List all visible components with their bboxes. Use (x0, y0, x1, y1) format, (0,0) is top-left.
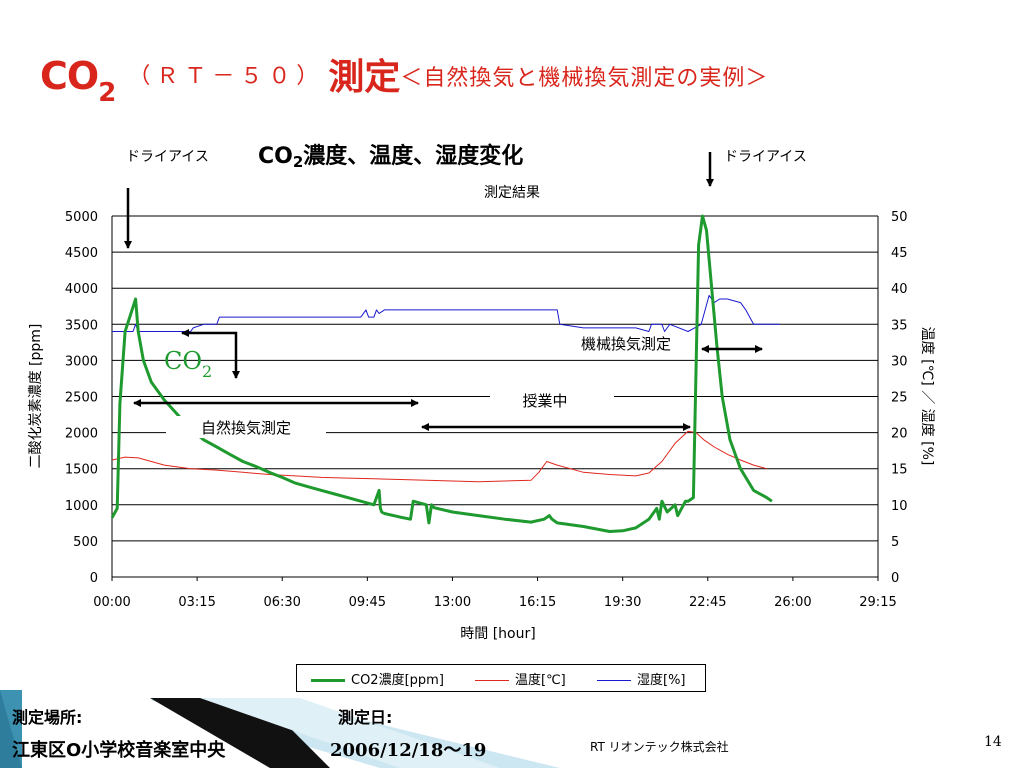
location-value: 江東区O小学校音楽室中央 (12, 740, 226, 761)
chart-title: 測定結果 (484, 185, 540, 201)
y2-tick-label: 35 (891, 318, 908, 333)
in-class-label-bg (490, 390, 614, 412)
x-tick-label: 13:00 (434, 595, 471, 610)
x-tick-label: 03:15 (178, 595, 215, 610)
y-tick-label: 2500 (65, 391, 98, 406)
chart-heading-rest: 濃度、温度、湿度変化 (303, 144, 524, 169)
y-tick-label: 1500 (65, 463, 98, 478)
company-name: RT リオンテック株式会社 (590, 740, 729, 754)
y-tick-label: 3500 (65, 318, 98, 333)
y-tick-label: 0 (90, 571, 98, 586)
series-line-temperature (111, 430, 767, 483)
location-label: 測定場所: (12, 708, 83, 727)
legend-item-humidity: 湿度[%] (597, 669, 686, 688)
co2-callout-label: CO2 (164, 347, 212, 381)
x-tick-label: 19:30 (604, 595, 641, 610)
in-class-label: 授業中 (522, 392, 567, 410)
chart-heading: CO2濃度、温度、湿度変化 (258, 138, 523, 171)
legend-item-co2: CO2濃度[ppm] (311, 669, 444, 688)
y2-tick-label: 20 (891, 427, 908, 442)
chart-series (110, 214, 780, 533)
y2-tick-label: 45 (891, 246, 908, 261)
x-tick-label: 00:00 (93, 595, 130, 610)
page-number: 14 (984, 734, 1002, 750)
chart-heading-co: CO (258, 144, 293, 169)
title-model: （ＲＴ－５０） (128, 64, 325, 89)
x-tick-label: 06:30 (263, 595, 300, 610)
natural-ventilation-label-bg (166, 416, 326, 438)
x-tick-label: 09:45 (349, 595, 386, 610)
y2-tick-label: 40 (891, 282, 908, 297)
x-tick-label: 29:15 (859, 595, 896, 610)
title-co: CO (40, 54, 99, 98)
date-label: 測定日: (338, 708, 393, 727)
y-tick-label: 500 (73, 535, 98, 550)
title-measure: 測定 (328, 57, 401, 98)
y2-tick-label: 30 (891, 354, 908, 369)
legend-swatch-humidity (597, 680, 631, 681)
natural-ventilation-label: 自然換気測定 (201, 419, 291, 437)
legend-label-humidity: 湿度[%] (637, 673, 686, 688)
legend-label-temp: 温度[℃] (515, 673, 566, 688)
legend-label-co2: CO2濃度[ppm] (351, 673, 444, 688)
x-tick-label: 26:00 (774, 595, 811, 610)
y-tick-label: 2000 (65, 427, 98, 442)
slide-title: CO2 （ＲＴ－５０） 測定＜自然換気と機械換気測定の実例＞ (40, 48, 768, 108)
y-tick-label: 4000 (65, 282, 98, 297)
co2-callout-arrow (186, 331, 240, 379)
dry-ice-label-left: ドライアイス (126, 149, 209, 165)
legend-swatch-co2 (311, 679, 345, 682)
y-tick-label: 5000 (65, 210, 98, 225)
x-axis-label: 時間 [hour] (460, 626, 535, 642)
y2-tick-label: 15 (891, 463, 908, 478)
y2-tick-label: 50 (891, 210, 908, 225)
legend-item-temp: 温度[℃] (475, 669, 566, 688)
y2-tick-label: 5 (891, 535, 899, 550)
date-value: 2006/12/18〜19 (330, 740, 487, 761)
y2-tick-label: 10 (891, 499, 908, 514)
x-tick-label: 16:15 (519, 595, 556, 610)
y-tick-label: 3000 (65, 354, 98, 369)
x-tick-label: 22:45 (689, 595, 726, 610)
y2-tick-label: 0 (891, 571, 899, 586)
title-description: ＜自然換気と機械換気測定の実例＞ (400, 66, 769, 91)
series-line-humidity (112, 294, 780, 332)
mechanical-ventilation-label-bg (560, 332, 694, 354)
y-tick-label: 4500 (65, 246, 98, 261)
y-tick-label: 1000 (65, 499, 98, 514)
dry-ice-label-right: ドライアイス (724, 149, 807, 165)
series-line-co2 (110, 214, 773, 533)
y2-tick-label: 25 (891, 391, 908, 406)
title-co-subscript: 2 (98, 78, 116, 108)
legend-swatch-temp (475, 680, 509, 681)
chart-heading-subscript: 2 (292, 153, 304, 171)
chart-legend: CO2濃度[ppm] 温度[℃] 湿度[%] (296, 664, 706, 692)
mechanical-ventilation-label: 機械換気測定 (581, 335, 671, 353)
y-axis-label: 二酸化炭素濃度 [ppm] (28, 324, 44, 469)
footer-decoration (0, 690, 560, 768)
y2-axis-label: 温度 [℃] ／ 湿度 [%] (919, 327, 935, 466)
